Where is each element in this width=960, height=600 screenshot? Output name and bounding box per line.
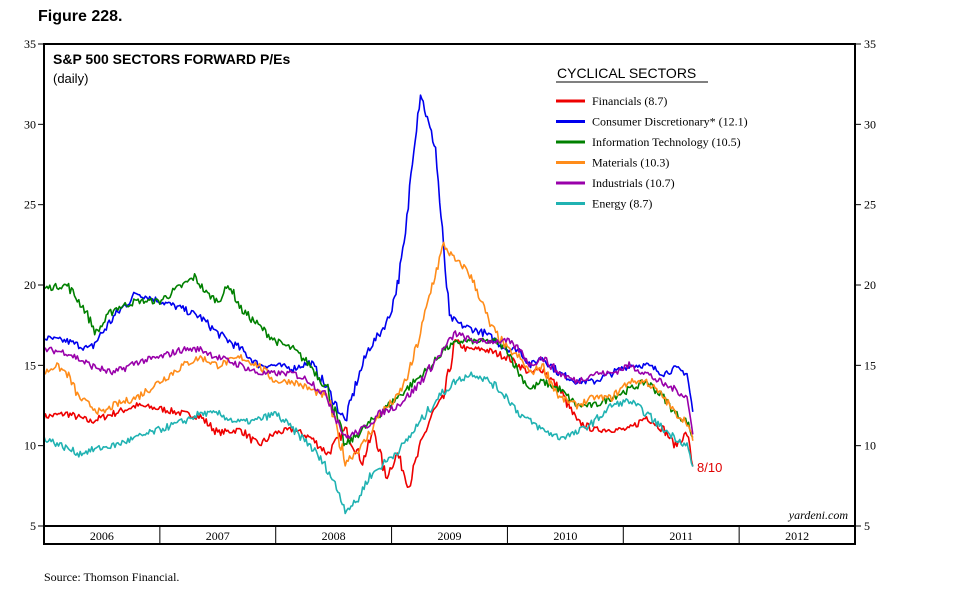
watermark: yardeni.com (788, 508, 849, 522)
end-date-annotation: 8/10 (697, 460, 722, 475)
chart-title: S&P 500 SECTORS FORWARD P/Es (53, 51, 291, 67)
figure-label: Figure 228. (38, 8, 123, 25)
x-tick-label: 2010 (553, 529, 577, 543)
legend-entry: Industrials (10.7) (592, 176, 675, 190)
y-tick-label-right: 10 (864, 439, 876, 453)
series-line-5 (43, 371, 694, 515)
series-line-3 (43, 241, 694, 467)
legend-title: CYCLICAL SECTORS (557, 65, 696, 81)
y-tick-label-left: 15 (24, 358, 36, 372)
legend-entry: Information Technology (10.5) (592, 135, 741, 149)
legend-entry: Financials (8.7) (592, 94, 667, 108)
y-tick-label-left: 10 (24, 439, 36, 453)
legend-entry: Consumer Discretionary* (12.1) (592, 115, 748, 129)
y-tick-label-left: 35 (24, 37, 36, 51)
y-tick-label-right: 20 (864, 278, 876, 292)
source-note: Source: Thomson Financial. (44, 570, 180, 584)
x-tick-label: 2008 (322, 529, 346, 543)
x-tick-label: 2011 (669, 529, 693, 543)
series-layer (43, 94, 694, 515)
x-tick-label: 2007 (206, 529, 230, 543)
x-tick-label: 2006 (90, 529, 114, 543)
y-tick-label-right: 25 (864, 198, 876, 212)
y-tick-label-left: 30 (24, 117, 36, 131)
series-line-2 (43, 273, 694, 447)
y-tick-label-right: 5 (864, 519, 870, 533)
y-tick-label-left: 20 (24, 278, 36, 292)
legend-entry: Energy (8.7) (592, 197, 652, 211)
x-tick-label: 2012 (785, 529, 809, 543)
legend: Financials (8.7) Consumer Discretionary* … (556, 94, 748, 211)
x-tick-label: 2009 (438, 529, 462, 543)
y-tick-label-right: 15 (864, 358, 876, 372)
chart-subtitle: (daily) (53, 71, 88, 86)
legend-entry: Materials (10.3) (592, 156, 669, 170)
y-tick-label-right: 30 (864, 117, 876, 131)
y-tick-label-right: 35 (864, 37, 876, 51)
ticks-layer: 5 5 10 10 15 15 20 20 25 25 30 30 35 35 2006 2007 2008 20… (24, 37, 876, 544)
series-line-0 (43, 339, 694, 488)
series-line-4 (43, 330, 694, 440)
y-tick-label-left: 5 (30, 519, 36, 533)
y-tick-label-left: 25 (24, 198, 36, 212)
